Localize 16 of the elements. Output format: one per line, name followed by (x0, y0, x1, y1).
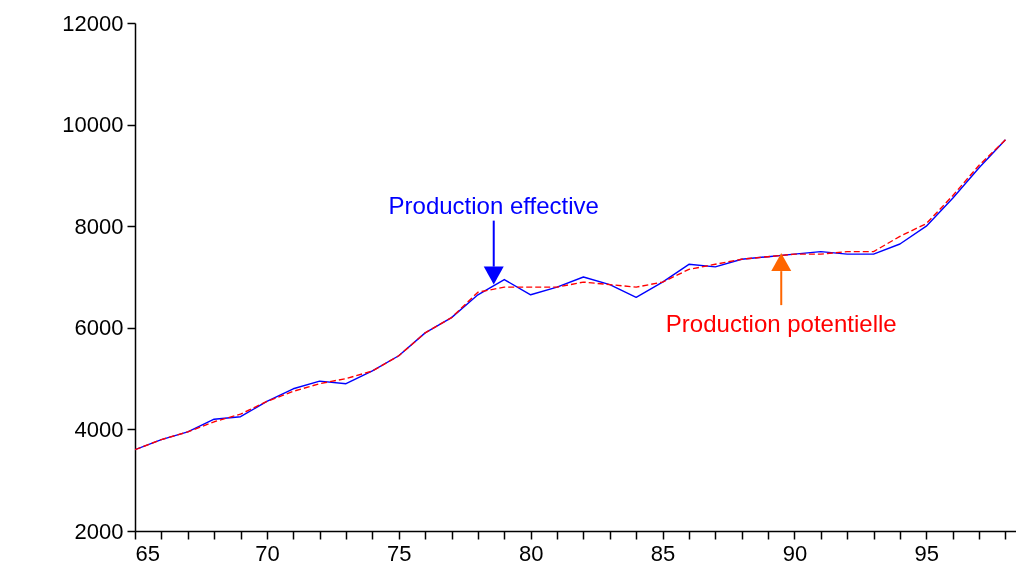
x-tick-label: 80 (518, 540, 544, 566)
x-tick-label: 85 (650, 540, 676, 566)
x-tick-label: 90 (782, 540, 808, 566)
y-tick-label: 8000 (74, 213, 124, 239)
y-tick-label: 12000 (62, 10, 124, 36)
x-tick-label: 75 (387, 540, 412, 566)
y-tick-label: 6000 (74, 315, 124, 341)
y-tick-label: 2000 (74, 518, 124, 544)
x-tick-label: 95 (914, 540, 940, 566)
line-series (135, 139, 1007, 451)
annotation: Production effective (388, 191, 599, 219)
y-tick-label: 4000 (74, 416, 124, 442)
x-tick-label: 70 (255, 540, 280, 566)
x-tick-label: 65 (135, 540, 160, 566)
annotation: Production potentielle (665, 310, 897, 338)
y-tick-label: 10000 (62, 112, 124, 138)
